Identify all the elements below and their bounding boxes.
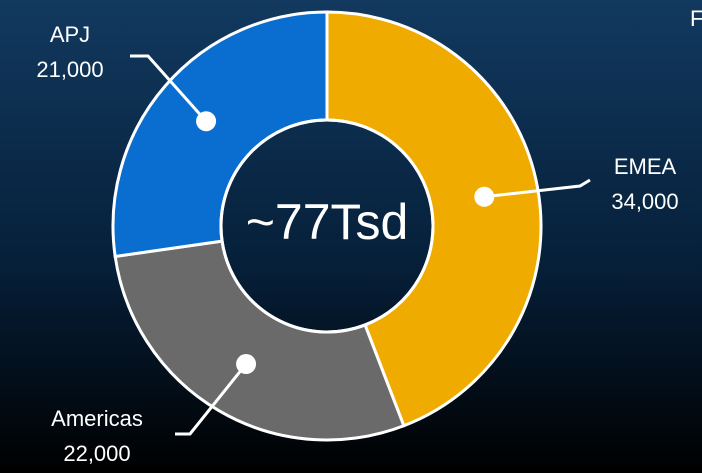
category-label: EMEA [614, 154, 677, 179]
category-label: Americas [51, 406, 143, 431]
value-label: 21,000 [36, 57, 103, 82]
annotation: F [690, 6, 702, 31]
value-label: 34,000 [611, 189, 678, 214]
leader-dot [474, 186, 495, 207]
category-label: APJ [50, 22, 90, 47]
center-label: ~77Tsd [246, 194, 409, 250]
leader-line [130, 54, 208, 123]
leader-line [484, 178, 591, 199]
leader-line [175, 363, 248, 436]
leader-dot [236, 354, 257, 375]
leader-dot [196, 111, 217, 132]
value-label: 22,000 [63, 441, 130, 466]
inner-ring [219, 118, 435, 334]
